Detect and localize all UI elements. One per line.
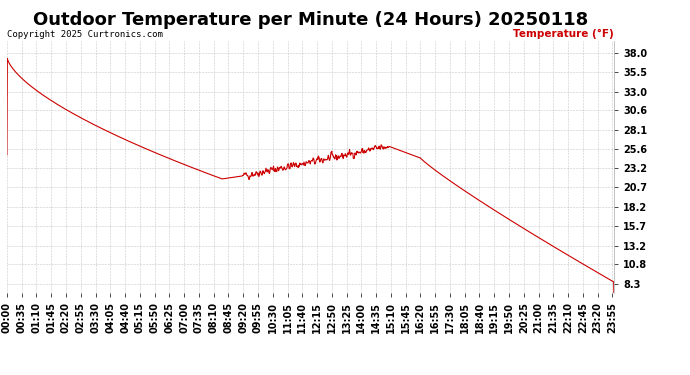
Text: Temperature (°F): Temperature (°F) xyxy=(513,28,614,39)
Text: Copyright 2025 Curtronics.com: Copyright 2025 Curtronics.com xyxy=(7,30,163,39)
Text: Outdoor Temperature per Minute (24 Hours) 20250118: Outdoor Temperature per Minute (24 Hours… xyxy=(33,11,588,29)
